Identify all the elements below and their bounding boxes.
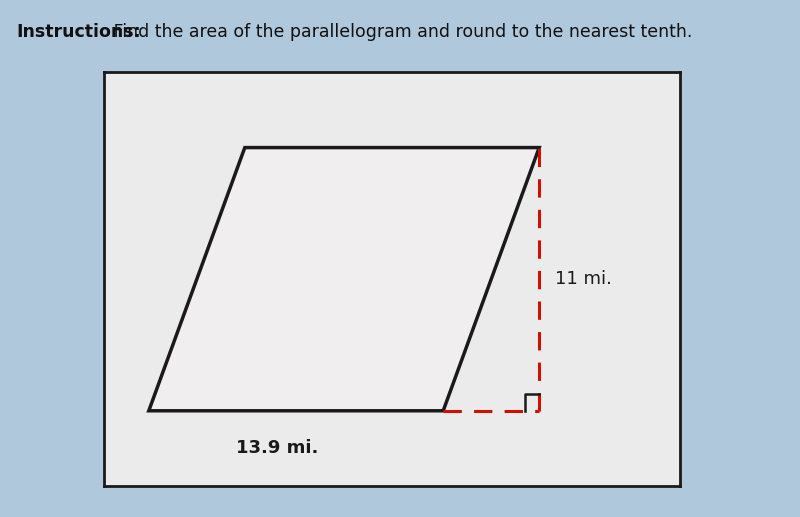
Polygon shape [149, 147, 539, 411]
Text: Instructions:: Instructions: [16, 23, 141, 41]
Text: 11 mi.: 11 mi. [555, 270, 612, 288]
Text: 13.9 mi.: 13.9 mi. [236, 439, 318, 458]
Text: Find the area of the parallelogram and round to the nearest tenth.: Find the area of the parallelogram and r… [108, 23, 692, 41]
